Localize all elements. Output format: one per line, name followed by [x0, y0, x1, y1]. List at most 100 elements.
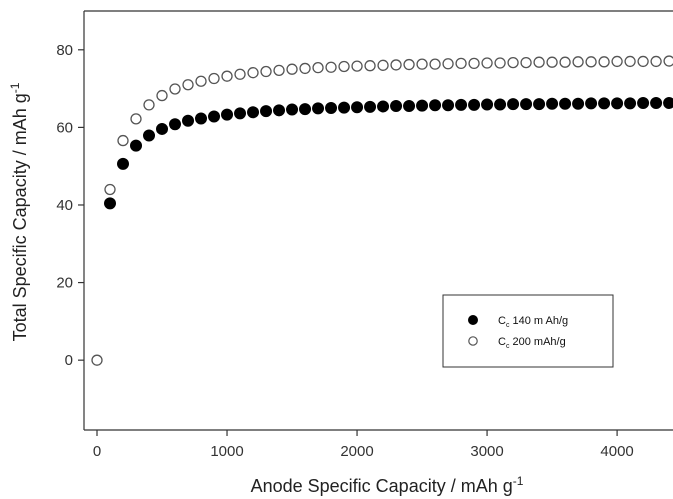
x-tick-label: 2000	[340, 443, 373, 460]
y-tick-label: 20	[56, 275, 73, 292]
data-point	[429, 58, 441, 70]
x-axis-title-sup: -1	[513, 474, 524, 488]
data-point	[260, 65, 272, 78]
data-point	[442, 58, 454, 70]
y-axis-title-main: Total Specific Capacity / mAh g	[10, 93, 30, 341]
data-point	[299, 103, 312, 116]
data-point	[338, 101, 351, 114]
data-point	[598, 56, 610, 68]
legend-label-rest: 200 mAh/g	[509, 336, 565, 348]
data-point	[156, 89, 168, 102]
data-point	[611, 55, 623, 68]
data-point	[195, 75, 207, 87]
data-point	[390, 59, 402, 71]
data-point	[624, 97, 637, 110]
data-point	[221, 108, 234, 121]
data-point	[130, 113, 142, 125]
data-point	[637, 55, 649, 68]
data-point	[416, 58, 428, 70]
data-point	[273, 104, 286, 117]
legend-label-rest: 140 m Ah/g	[509, 315, 568, 327]
legend-marker	[468, 315, 478, 325]
data-point	[533, 98, 546, 111]
data-point	[481, 57, 493, 69]
data-point	[429, 99, 442, 112]
data-point	[234, 107, 247, 120]
x-tick-label: 4000	[600, 443, 633, 460]
data-point	[455, 98, 468, 111]
y-axis: 0 20 40 60 80	[56, 42, 84, 369]
series-1	[104, 96, 673, 210]
x-tick-label: 3000	[470, 443, 503, 460]
data-point	[260, 105, 273, 118]
data-point	[312, 61, 324, 74]
data-point	[169, 83, 181, 95]
data-point	[117, 134, 129, 147]
data-point	[351, 60, 363, 72]
data-point	[91, 354, 103, 366]
legend-label-prefix: C	[498, 315, 506, 327]
data-point	[208, 72, 220, 85]
data-point	[663, 55, 673, 67]
data-point	[624, 55, 636, 68]
data-point	[585, 97, 598, 110]
data-point	[468, 57, 480, 70]
data-point	[585, 56, 597, 68]
y-tick-label: 0	[65, 352, 73, 369]
data-point	[494, 98, 507, 111]
data-point	[663, 96, 673, 109]
data-point	[364, 100, 377, 113]
data-point	[533, 56, 545, 68]
x-axis-title: Anode Specific Capacity / mAh g-1	[251, 474, 524, 496]
legend-marker	[468, 336, 478, 346]
x-tick-label: 1000	[210, 443, 243, 460]
data-point	[143, 129, 156, 142]
data-point	[637, 96, 650, 109]
data-point	[572, 97, 585, 110]
data-point	[403, 58, 415, 71]
data-point	[611, 97, 624, 110]
legend-box	[442, 294, 614, 368]
x-axis-title-main: Anode Specific Capacity / mAh g	[251, 476, 513, 496]
series-layer	[91, 55, 673, 366]
data-point	[559, 97, 572, 110]
data-point	[377, 59, 389, 71]
data-point	[507, 56, 519, 69]
legend-label-sub: c	[506, 343, 510, 350]
y-tick-label: 60	[56, 119, 73, 136]
data-point	[325, 101, 338, 114]
data-point	[598, 97, 611, 110]
data-point	[650, 96, 663, 109]
data-point	[143, 99, 155, 111]
data-point	[403, 100, 416, 113]
data-point	[455, 57, 467, 70]
data-point	[234, 68, 246, 80]
data-point	[494, 57, 506, 69]
data-point	[351, 101, 364, 114]
data-point	[325, 61, 337, 73]
data-point	[104, 183, 116, 196]
data-point	[468, 98, 481, 111]
data-point	[247, 106, 260, 119]
data-point	[221, 70, 233, 82]
data-point	[416, 99, 429, 112]
data-point	[273, 64, 285, 77]
y-tick-label: 40	[56, 197, 73, 214]
data-point	[169, 118, 182, 131]
data-point	[195, 112, 208, 125]
data-point	[650, 55, 662, 68]
data-point	[442, 99, 455, 112]
data-point	[247, 67, 259, 79]
data-point	[299, 62, 311, 75]
data-point	[546, 97, 559, 110]
legend-label: Cc 140 m Ah/g	[498, 315, 568, 329]
y-tick-label: 80	[56, 42, 73, 59]
legend-label-prefix: C	[498, 336, 506, 348]
data-point	[182, 114, 195, 127]
data-point	[286, 103, 299, 116]
data-point	[481, 98, 494, 111]
data-point	[312, 102, 325, 115]
data-point	[117, 157, 130, 170]
data-point	[338, 60, 350, 73]
